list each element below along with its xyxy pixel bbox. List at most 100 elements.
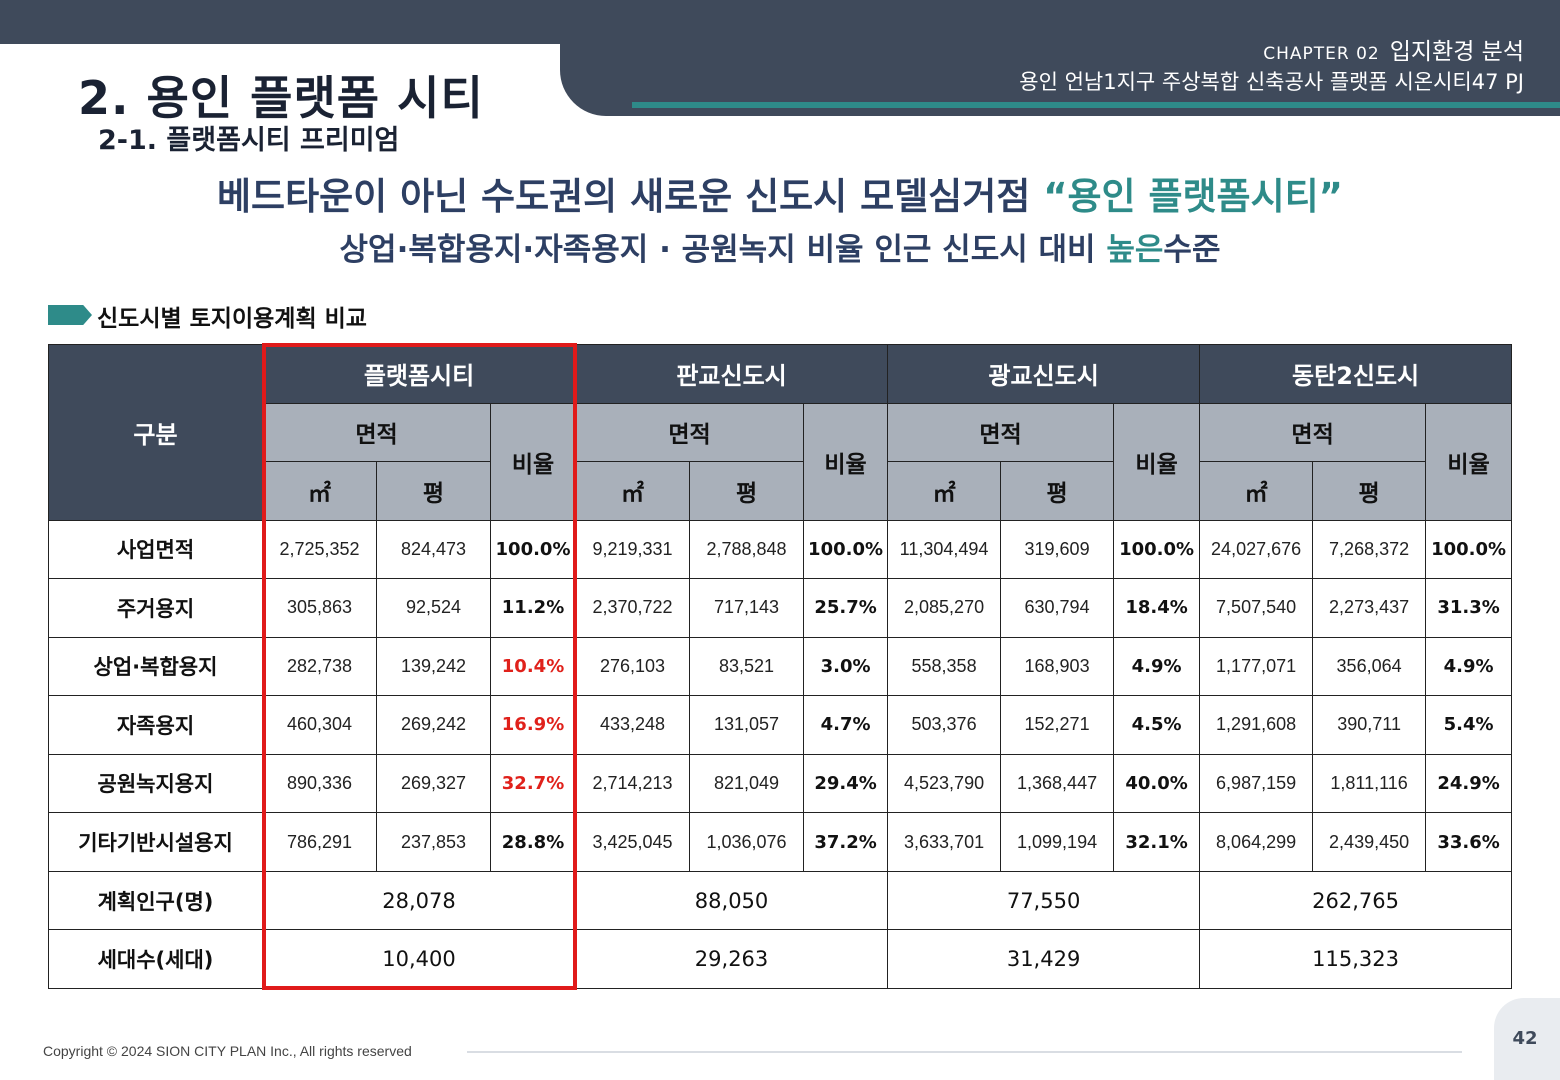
area-pyeong-cell: 168,903 (1000, 636, 1115, 697)
ratio-cell: 100.0% (1425, 519, 1513, 580)
area-pyeong-cell: 2,273,437 (1312, 578, 1427, 638)
ratio-cell: 37.2% (803, 812, 889, 872)
area-pyeong-cell: 152,271 (1000, 695, 1115, 755)
ratio-header: 비율 (803, 402, 889, 521)
title-tab (0, 44, 560, 134)
area-m2-cell: 558,358 (887, 636, 1002, 697)
ratio-cell: 16.9% (489, 695, 577, 755)
unit-m2-header: ㎡ (887, 461, 1002, 521)
table-row: 세대수(세대) 10,400 29,263 31,429 115,323 (48, 929, 1513, 989)
area-m2-cell: 305,863 (262, 578, 377, 638)
area-header: 면적 (575, 402, 805, 463)
row-label: 세대수(세대) (48, 929, 263, 989)
area-m2-cell: 6,987,159 (1199, 753, 1314, 814)
ratio-cell: 29.4% (803, 753, 889, 814)
area-pyeong-cell: 92,524 (376, 578, 491, 638)
table-row: 자족용지 460,304 269,242 16.9% 433,248 131,057 4.7… (48, 695, 1513, 755)
page-number-tab (1494, 998, 1560, 1080)
ratio-header: 비율 (489, 402, 577, 521)
area-m2-cell: 24,027,676 (1199, 519, 1314, 580)
row-label: 사업면적 (48, 519, 263, 580)
ratio-cell: 10.4% (489, 636, 577, 697)
headline-sub-accent: 높은 (1106, 232, 1164, 268)
ratio-header: 비율 (1113, 402, 1201, 521)
table-row: 공원녹지용지 890,336 269,327 32.7% 2,714,213 821,04… (48, 753, 1513, 814)
section-arrow-icon (48, 305, 92, 325)
ratio-cell: 31.3% (1425, 578, 1513, 638)
summary-value-cell: 115,323 (1199, 929, 1513, 989)
copyright-text: Copyright © 2024 SION CITY PLAN Inc., Al… (43, 1043, 412, 1059)
unit-m2-header: ㎡ (262, 461, 377, 521)
ratio-cell: 32.1% (1113, 812, 1201, 872)
chapter-heading: CHAPTER 02 입지환경 분석 (1263, 32, 1524, 66)
table-row: 상업·복합용지 282,738 139,242 10.4% 276,103 83,521 3… (48, 636, 1513, 697)
summary-value-cell: 29,263 (575, 929, 889, 989)
area-m2-cell: 460,304 (262, 695, 377, 755)
unit-pyeong-header: 평 (376, 461, 491, 521)
area-pyeong-cell: 1,099,194 (1000, 812, 1115, 872)
summary-value-cell: 10,400 (261, 929, 577, 989)
area-m2-cell: 3,633,701 (887, 812, 1002, 872)
area-header: 면적 (1199, 402, 1427, 463)
city-header: 플랫폼시티 (261, 344, 577, 404)
ratio-cell: 24.9% (1425, 753, 1513, 814)
unit-m2-header: ㎡ (575, 461, 691, 521)
ratio-cell: 3.0% (803, 636, 889, 697)
ratio-cell: 5.4% (1425, 695, 1513, 755)
ratio-cell: 4.9% (1113, 636, 1201, 697)
ratio-cell: 28.8% (489, 812, 577, 872)
area-m2-cell: 3,425,045 (575, 812, 691, 872)
ratio-cell: 33.6% (1425, 812, 1513, 872)
header-accent-line (632, 102, 1560, 108)
area-pyeong-cell: 1,811,116 (1312, 753, 1427, 814)
unit-pyeong-header: 평 (689, 461, 805, 521)
page-number: 42 (1512, 1028, 1538, 1049)
headline-main-text: 베드타운이 아닌 수도권의 새로운 신도시 모델심거점 (217, 175, 1044, 218)
area-m2-cell: 433,248 (575, 695, 691, 755)
summary-value-cell: 262,765 (1199, 870, 1513, 931)
ratio-cell: 4.5% (1113, 695, 1201, 755)
area-m2-cell: 503,376 (887, 695, 1002, 755)
summary-value-cell: 88,050 (575, 870, 889, 931)
chapter-name: 입지환경 분석 (1389, 39, 1524, 65)
area-pyeong-cell: 2,439,450 (1312, 812, 1427, 872)
table-row: 사업면적 2,725,352 824,473 100.0% 9,219,331 2,788… (48, 519, 1513, 580)
footer-divider (467, 1051, 1462, 1053)
row-label: 공원녹지용지 (48, 753, 263, 814)
land-use-comparison-table: 구분 플랫폼시티 판교신도시 광교신도시 동탄2신도시 면적 비율 면적 비율 … (48, 344, 1513, 989)
area-pyeong-cell: 269,242 (376, 695, 491, 755)
ratio-cell: 11.2% (489, 578, 577, 638)
corner-header: 구분 (48, 344, 263, 521)
page-title: 2. 용인 플랫폼 시티 (78, 71, 484, 125)
page-subtitle: 2-1. 플랫폼시티 프리미엄 (98, 125, 400, 156)
row-label: 상업·복합용지 (48, 636, 263, 697)
area-m2-cell: 11,304,494 (887, 519, 1002, 580)
unit-pyeong-header: 평 (1312, 461, 1427, 521)
headline-sub: 상업·복합용지·자족용지 · 공원녹지 비율 인근 신도시 대비 높은수준 (0, 224, 1560, 269)
area-pyeong-cell: 139,242 (376, 636, 491, 697)
area-m2-cell: 7,507,540 (1199, 578, 1314, 638)
area-pyeong-cell: 83,521 (689, 636, 805, 697)
area-pyeong-cell: 2,788,848 (689, 519, 805, 580)
area-m2-cell: 4,523,790 (887, 753, 1002, 814)
summary-value-cell: 31,429 (887, 929, 1201, 989)
city-header: 광교신도시 (887, 344, 1201, 404)
ratio-header: 비율 (1425, 402, 1513, 521)
city-header: 판교신도시 (575, 344, 889, 404)
summary-value-cell: 28,078 (261, 870, 577, 931)
row-label: 자족용지 (48, 695, 263, 755)
table-row: 계획인구(명) 28,078 88,050 77,550 262,765 (48, 870, 1513, 931)
unit-pyeong-header: 평 (1000, 461, 1115, 521)
area-pyeong-cell: 319,609 (1000, 519, 1115, 580)
headline-sub-tail: 수준 (1163, 232, 1221, 268)
city-header: 동탄2신도시 (1199, 344, 1513, 404)
area-m2-cell: 1,291,608 (1199, 695, 1314, 755)
ratio-cell: 25.7% (803, 578, 889, 638)
row-label: 기타기반시설용지 (48, 812, 263, 872)
ratio-cell: 100.0% (1113, 519, 1201, 580)
headline-main: 베드타운이 아닌 수도권의 새로운 신도시 모델심거점 “용인 플랫폼시티” (0, 166, 1560, 220)
area-m2-cell: 1,177,071 (1199, 636, 1314, 697)
area-pyeong-cell: 237,853 (376, 812, 491, 872)
area-pyeong-cell: 356,064 (1312, 636, 1427, 697)
section-title: 신도시별 토지이용계획 비교 (97, 306, 367, 332)
